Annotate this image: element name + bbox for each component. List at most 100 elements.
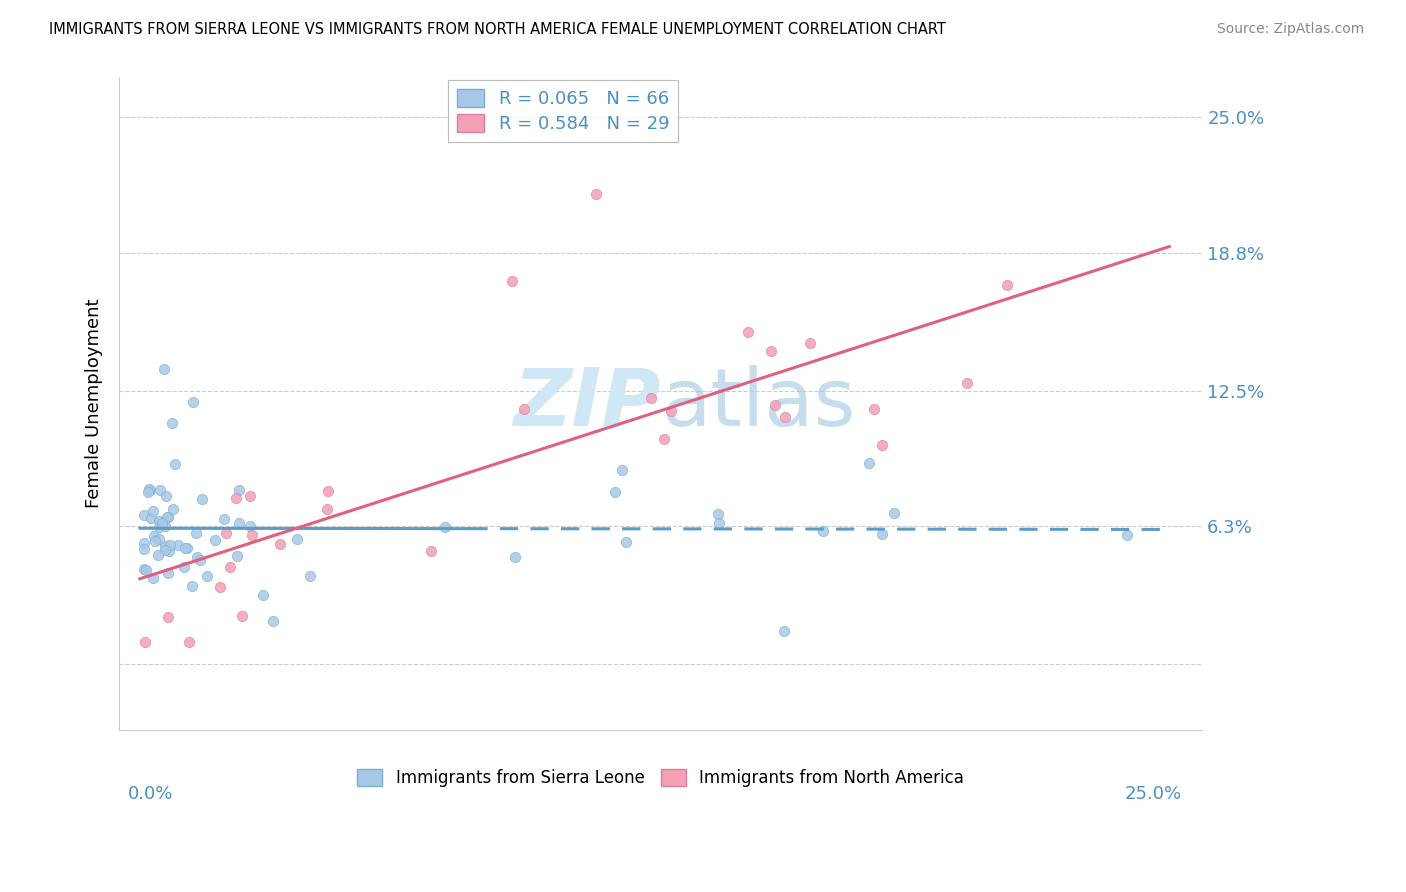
Point (995, 278, 1018, 293)
Point (153, 539, 176, 553)
Text: Source: ZipAtlas.com: Source: ZipAtlas.com (1216, 22, 1364, 37)
Point (225, 491, 247, 505)
Point (772, 624, 794, 639)
Point (659, 404, 682, 418)
Point (148, 514, 170, 528)
Point (503, 550, 526, 565)
Point (148, 533, 170, 547)
Point (652, 432, 675, 446)
Point (707, 516, 730, 531)
Point (228, 483, 250, 497)
Point (318, 483, 340, 498)
Point (215, 525, 238, 540)
Point (240, 528, 263, 542)
Point (156, 509, 179, 524)
Point (157, 566, 180, 581)
Point (269, 537, 291, 551)
Point (862, 402, 884, 417)
Text: 25.0%: 25.0% (1125, 785, 1182, 803)
Point (173, 559, 195, 574)
Point (162, 502, 184, 516)
Point (811, 524, 834, 538)
Point (614, 534, 637, 549)
Point (184, 525, 207, 540)
Point (136, 485, 159, 500)
Point (513, 402, 536, 417)
Point (152, 361, 174, 376)
Text: atlas: atlas (661, 365, 855, 442)
Point (231, 609, 253, 624)
Point (153, 543, 176, 558)
Point (763, 398, 786, 412)
Point (1116, 527, 1139, 541)
Point (132, 508, 155, 523)
Point (134, 635, 156, 649)
Point (186, 550, 208, 565)
Point (239, 489, 262, 503)
Point (153, 519, 176, 533)
Text: ZIP: ZIP (513, 365, 661, 442)
Point (775, 410, 797, 425)
Point (218, 560, 240, 574)
Point (433, 520, 456, 534)
Point (159, 538, 181, 552)
Point (195, 569, 218, 583)
Point (858, 456, 880, 470)
Point (148, 519, 170, 533)
Point (149, 483, 172, 497)
Point (163, 458, 186, 472)
Point (139, 483, 162, 497)
Point (166, 538, 188, 552)
Point (160, 417, 183, 431)
Point (135, 563, 157, 577)
Point (262, 614, 284, 628)
Point (157, 544, 180, 558)
Point (191, 491, 214, 506)
Point (870, 527, 893, 541)
Point (228, 516, 250, 531)
Point (759, 344, 782, 359)
Point (956, 376, 979, 390)
Point (737, 325, 759, 339)
Text: 0.0%: 0.0% (128, 785, 173, 803)
Point (188, 553, 211, 567)
Point (204, 533, 226, 547)
Point (640, 391, 662, 405)
Point (139, 510, 162, 524)
Text: IMMIGRANTS FROM SIERRA LEONE VS IMMIGRANTS FROM NORTH AMERICA FEMALE UNEMPLOYMEN: IMMIGRANTS FROM SIERRA LEONE VS IMMIGRAN… (49, 22, 946, 37)
Point (706, 508, 728, 522)
Point (132, 561, 155, 575)
Point (315, 501, 337, 516)
Point (138, 482, 160, 496)
Point (420, 543, 443, 558)
Point (181, 394, 204, 409)
Point (132, 535, 155, 549)
Point (146, 548, 169, 562)
Point (179, 635, 201, 649)
Point (212, 511, 235, 525)
Point (605, 485, 627, 500)
Point (174, 541, 197, 556)
Point (155, 489, 177, 503)
Point (150, 516, 173, 530)
Point (155, 509, 177, 524)
Legend: Immigrants from Sierra Leone, Immigrants from North America: Immigrants from Sierra Leone, Immigrants… (350, 762, 972, 794)
Point (285, 532, 308, 546)
Point (142, 571, 165, 585)
Point (252, 588, 274, 602)
Point (501, 274, 523, 288)
Point (156, 609, 179, 624)
Point (142, 503, 165, 517)
Point (239, 518, 262, 533)
Point (612, 463, 634, 477)
Point (883, 507, 905, 521)
Point (142, 528, 165, 542)
Point (176, 541, 198, 555)
Point (585, 186, 607, 201)
Y-axis label: Female Unemployment: Female Unemployment (86, 299, 103, 508)
Point (181, 578, 204, 592)
Point (209, 581, 232, 595)
Point (132, 541, 155, 556)
Point (226, 549, 249, 563)
Point (298, 568, 321, 582)
